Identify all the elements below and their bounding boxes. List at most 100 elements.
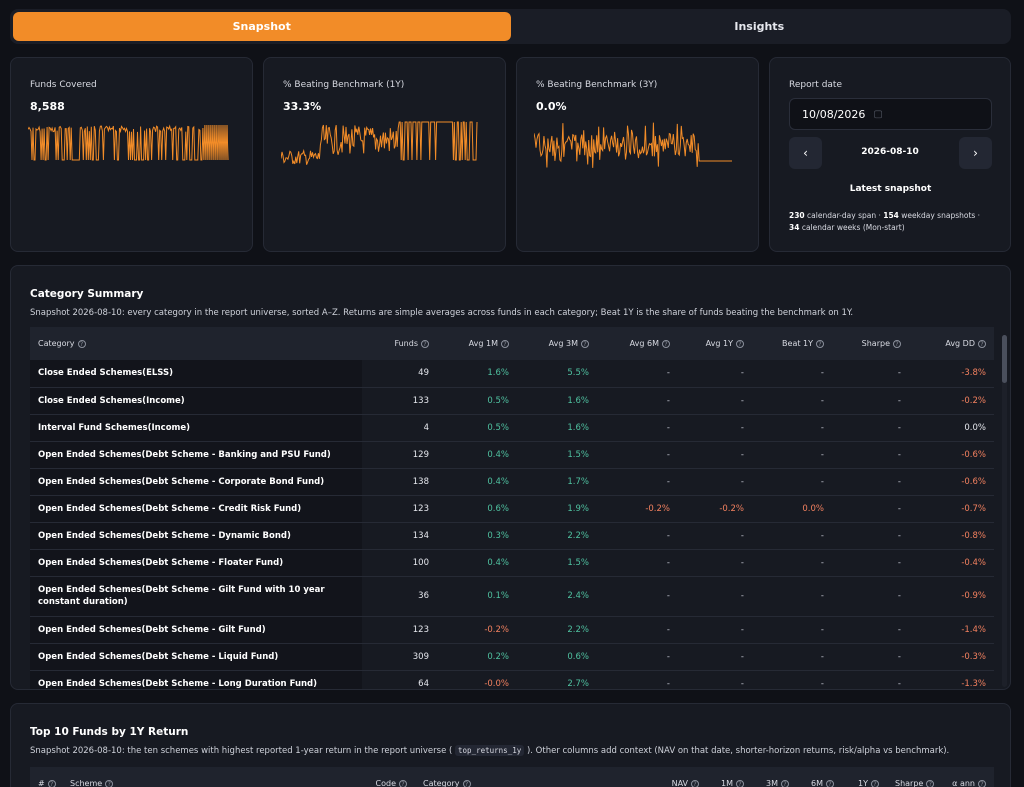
table-row[interactable]: Open Ended Schemes(Debt Scheme - Liquid … — [30, 643, 994, 671]
cell-funds: 100 — [362, 549, 437, 577]
table-row[interactable]: Open Ended Schemes(Debt Scheme - Gilt Fu… — [30, 576, 994, 617]
cell-avg6m: - — [597, 522, 678, 550]
next-date-button[interactable]: › — [959, 137, 992, 169]
cell-avg6m: - — [597, 576, 678, 617]
col-avg-6m[interactable]: Avg 6M? — [597, 327, 678, 360]
cell-avg1m: 0.4% — [437, 549, 517, 577]
table-row[interactable]: Open Ended Schemes(Debt Scheme - Gilt Fu… — [30, 616, 994, 644]
col-alpha[interactable]: α ann? — [939, 767, 994, 787]
cell-funds: 129 — [362, 441, 437, 469]
help-icon: ? — [581, 339, 589, 348]
top-funds-panel: Top 10 Funds by 1Y Return Snapshot 2026-… — [10, 703, 1011, 787]
calendar-weeks: 34 — [789, 223, 800, 232]
col-code[interactable]: Code? — [367, 767, 415, 787]
cell-avg3m: 2.2% — [517, 522, 597, 550]
cell-sharpe: - — [832, 495, 909, 523]
col-3m[interactable]: 3M? — [752, 767, 797, 787]
row-category: Close Ended Schemes(ELSS) — [30, 360, 362, 388]
report-date-label: Report date — [789, 80, 842, 90]
col-1y[interactable]: 1Y? — [842, 767, 887, 787]
table-header-row: Category? Funds? Avg 1M? Avg 3M? Avg 6M?… — [30, 327, 994, 360]
table-row[interactable]: Open Ended Schemes(Debt Scheme - Credit … — [30, 495, 994, 523]
col-1m[interactable]: 1M? — [707, 767, 752, 787]
row-category: Open Ended Schemes(Debt Scheme - Banking… — [30, 441, 362, 469]
table-row[interactable]: Open Ended Schemes(Debt Scheme - Dynamic… — [30, 522, 994, 550]
col-rank[interactable]: #? — [30, 767, 62, 787]
cell-funds: 49 — [362, 360, 437, 388]
cell-avg1y: - — [678, 522, 752, 550]
col-sharpe[interactable]: Sharpe? — [832, 327, 909, 360]
help-icon: ? — [871, 779, 879, 787]
weeks-text: calendar weeks (Mon-start) — [801, 223, 905, 232]
col-avg-dd[interactable]: Avg DD? — [909, 327, 994, 360]
weekday-snapshots: 154 — [883, 211, 899, 220]
card-beating-1y: % Beating Benchmark (1Y) 33.3% — [263, 57, 506, 252]
cell-avgdd: -3.8% — [909, 360, 994, 388]
cell-sharpe: - — [832, 549, 909, 577]
chevron-right-icon: › — [973, 146, 978, 160]
category-summary-description: Snapshot 2026-08-10: every category in t… — [30, 308, 854, 318]
cell-sharpe: - — [832, 670, 909, 689]
cell-funds: 309 — [362, 643, 437, 671]
scrollbar-thumb[interactable] — [1002, 335, 1007, 383]
row-category: Open Ended Schemes(Debt Scheme - Gilt Fu… — [30, 576, 362, 617]
category-summary-panel: Category Summary Snapshot 2026-08-10: ev… — [10, 265, 1011, 690]
report-date-input[interactable]: 10/08/2026 ▢ — [789, 98, 992, 130]
col-avg-1y[interactable]: Avg 1Y? — [678, 327, 752, 360]
table-row[interactable]: Open Ended Schemes(Debt Scheme - Corpora… — [30, 468, 994, 496]
cell-avgdd: -0.4% — [909, 549, 994, 577]
table-row[interactable]: Close Ended Schemes(Income) 133 0.5% 1.6% - -… — [30, 387, 994, 415]
tab-snapshot[interactable]: Snapshot — [13, 12, 511, 41]
sparkline-beating-1y — [281, 121, 478, 165]
col-category[interactable]: Category? — [415, 767, 627, 787]
card-report-date: Report date 10/08/2026 ▢ ‹ 2026-08-10 › … — [769, 57, 1011, 252]
help-icon: ? — [77, 339, 86, 348]
cell-funds: 138 — [362, 468, 437, 496]
cell-funds: 134 — [362, 522, 437, 550]
help-icon: ? — [105, 779, 114, 787]
cell-avgdd: -0.2% — [909, 387, 994, 415]
cell-avg1y: - — [678, 670, 752, 689]
cell-avg3m: 1.6% — [517, 414, 597, 442]
cell-avg1y: - — [678, 360, 752, 388]
col-beat-1y[interactable]: Beat 1Y? — [752, 327, 832, 360]
card-funds-covered: Funds Covered 8,588 — [10, 57, 253, 252]
cell-avg6m: - — [597, 441, 678, 469]
row-category: Open Ended Schemes(Debt Scheme - Gilt Fu… — [30, 616, 362, 644]
sparkline-funds-covered — [28, 124, 229, 161]
help-icon: ? — [662, 339, 670, 348]
cell-avg6m: - — [597, 468, 678, 496]
cell-avg3m: 1.5% — [517, 441, 597, 469]
table-row[interactable]: Open Ended Schemes(Debt Scheme - Floater… — [30, 549, 994, 577]
table-row[interactable]: Interval Fund Schemes(Income) 4 0.5% 1.6% - -… — [30, 414, 994, 442]
col-sharpe[interactable]: Sharpe? — [887, 767, 939, 787]
cell-beat1y: - — [752, 360, 832, 388]
col-scheme[interactable]: Scheme? — [62, 767, 367, 787]
cell-avg1y: - — [678, 468, 752, 496]
calendar-icon[interactable]: ▢ — [873, 108, 883, 120]
cell-avg1m: 0.1% — [437, 576, 517, 617]
row-category: Close Ended Schemes(Income) — [30, 387, 362, 415]
cell-beat1y: - — [752, 616, 832, 644]
snapshot-status: Latest snapshot — [849, 184, 932, 194]
table-scrollbar[interactable] — [1002, 335, 1007, 687]
cell-sharpe: - — [832, 414, 909, 442]
cell-beat1y: - — [752, 468, 832, 496]
span-days: 230 — [789, 211, 805, 220]
table-row[interactable]: Open Ended Schemes(Debt Scheme - Long Du… — [30, 670, 994, 689]
card-value: 8,588 — [30, 100, 65, 113]
prev-date-button[interactable]: ‹ — [789, 137, 822, 169]
cell-avg3m: 1.7% — [517, 468, 597, 496]
table-row[interactable]: Open Ended Schemes(Debt Scheme - Banking… — [30, 441, 994, 469]
cell-avg3m: 1.9% — [517, 495, 597, 523]
col-avg-1m[interactable]: Avg 1M? — [437, 327, 517, 360]
weekday-text: weekday snapshots · — [901, 211, 981, 220]
tab-insights[interactable]: Insights — [734, 20, 785, 33]
table-row[interactable]: Close Ended Schemes(ELSS) 49 1.6% 5.5% - - - - -… — [30, 360, 994, 388]
col-category[interactable]: Category? — [30, 327, 362, 360]
cell-avg3m: 1.6% — [517, 387, 597, 415]
col-avg-3m[interactable]: Avg 3M? — [517, 327, 597, 360]
col-funds[interactable]: Funds? — [362, 327, 437, 360]
col-nav[interactable]: NAV? — [627, 767, 707, 787]
col-6m[interactable]: 6M? — [797, 767, 842, 787]
